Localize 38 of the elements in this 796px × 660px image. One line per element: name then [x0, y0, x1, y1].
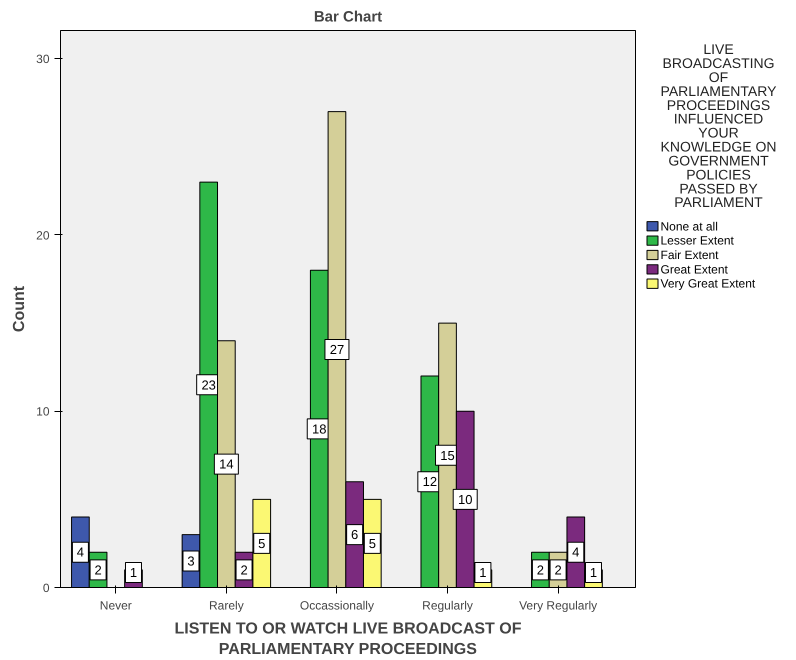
data-label: 1	[590, 565, 598, 580]
data-label: 4	[76, 544, 84, 560]
x-tick-label: Very Regularly	[519, 598, 598, 612]
x-tick-label: Regularly	[422, 598, 473, 612]
data-label: 5	[368, 536, 376, 551]
data-label: 15	[440, 448, 455, 463]
data-label: 2	[554, 562, 562, 578]
y-tick-label: 10	[36, 404, 50, 419]
data-label: 23	[201, 377, 216, 392]
legend-label: Very Great Extent	[660, 276, 756, 291]
chart-title: Bar Chart	[314, 8, 382, 26]
y-tick-label: 0	[42, 581, 50, 595]
data-label: 6	[351, 527, 358, 542]
data-label: 5	[258, 536, 266, 551]
legend-label: None at all	[660, 219, 718, 234]
legend-label: Great Extent	[660, 262, 729, 276]
data-label: 2	[94, 562, 102, 578]
data-label: 14	[219, 456, 234, 472]
x-axis-title: LISTEN TO OR WATCH LIVE BROADCAST OF PARLIAMENTARY PROCEEDINGS	[174, 620, 522, 658]
data-label: 27	[330, 342, 344, 358]
legend-label: Fair Extent	[660, 248, 720, 262]
legend-label: Lesser Extent	[660, 234, 735, 248]
data-label: 18	[312, 421, 326, 436]
y-tick-label: 20	[36, 228, 50, 242]
data-label: 1	[479, 565, 487, 580]
y-axis-title: Count	[11, 285, 28, 332]
data-label: 1	[130, 565, 138, 580]
x-tick-label: Occassionally	[300, 598, 374, 612]
data-label: 10	[458, 492, 472, 507]
x-tick-label: Never	[100, 598, 132, 612]
text: LIVE BROADCASTING OF PARLIAMENTARY PROCEEDINGS INFLUENCED YOUR KNOWLEDGE ON GOVERNMENT POLICIES PASSED BY PARLIAMENT	[660, 41, 776, 210]
x-tick-label: Rarely	[209, 598, 244, 612]
data-label: 2	[240, 562, 248, 578]
data-label: 12	[422, 474, 438, 490]
y-tick-label: 30	[36, 52, 50, 66]
data-label: 4	[572, 544, 580, 560]
data-label: 3	[187, 554, 195, 569]
data-label: 2	[536, 562, 544, 578]
